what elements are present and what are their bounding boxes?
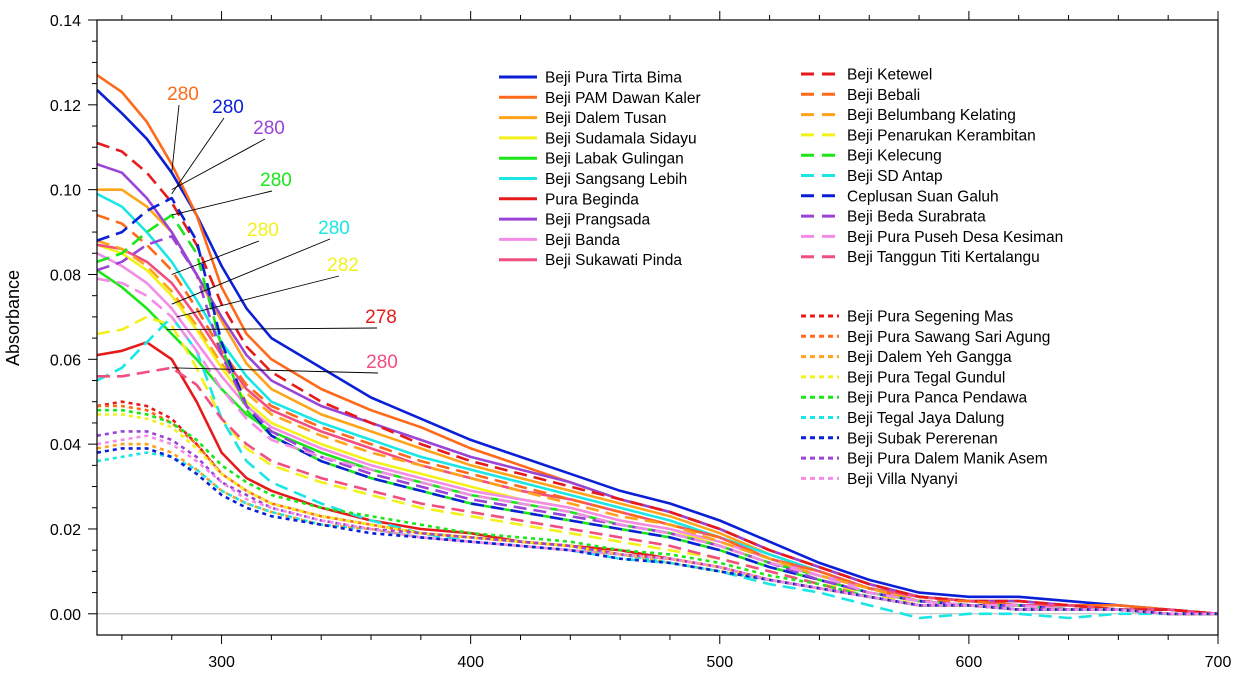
peak-wavelength-label: 278 xyxy=(365,307,397,328)
series-line-12 xyxy=(96,213,1218,616)
legend-label: Beji PAM Dawan Kaler xyxy=(545,90,701,107)
series-line-9 xyxy=(96,252,1218,616)
legend-label: Beji Tegal Jaya Dalung xyxy=(847,410,1004,427)
legend-label: Beji Ketewel xyxy=(847,67,932,84)
annotation-leader-line xyxy=(171,238,331,305)
legend-label: Beji Beda Surabrata xyxy=(847,209,986,226)
peak-wavelength-label: 280 xyxy=(253,118,285,139)
peak-wavelength-label: 280 xyxy=(247,220,279,241)
peak-wavelength-label: 280 xyxy=(318,218,350,239)
annotation-leader-line xyxy=(171,138,266,191)
y-tick-label: 0.10 xyxy=(50,183,81,200)
legend-label: Beji Pura Puseh Desa Kesiman xyxy=(847,229,1063,246)
y-tick-label: 0.04 xyxy=(50,437,81,454)
y-tick-label: 0.14 xyxy=(50,13,81,30)
legend-label: Beji Sudamala Sidayu xyxy=(545,130,697,147)
annotation-leader-line xyxy=(171,240,260,275)
series-line-15 xyxy=(96,213,1218,616)
legend-label: Beji Pura Tegal Gundul xyxy=(847,369,1005,386)
axes-group: 300 400 500 600 700 0.00 0.02 0.04 0.06 0.08 0.10 0… xyxy=(50,11,1232,671)
legend-label: Pura Beginda xyxy=(545,191,639,208)
legend-label: Beji Banda xyxy=(545,232,620,249)
series-line-16 xyxy=(96,315,1218,620)
legend-label: Beji Pura Sawang Sari Agung xyxy=(847,329,1050,346)
peak-wavelength-label: 280 xyxy=(212,97,244,118)
series-line-24 xyxy=(97,413,1218,616)
y-tick-label: 0.02 xyxy=(50,522,81,539)
annotation-leader-line xyxy=(171,190,273,216)
legend-label: Beji Dalem Yeh Gangga xyxy=(847,349,1012,366)
y-axis-title: Absorbance xyxy=(3,270,23,366)
peak-wavelength-label: 280 xyxy=(167,84,199,105)
annotation-leader-line xyxy=(171,117,225,195)
legend-label: Beji Dalem Tusan xyxy=(545,110,666,127)
legend-label: Beji Belumbang Kelating xyxy=(847,107,1016,124)
series-line-18 xyxy=(96,235,1218,616)
legend-label: Beji Tanggun Titi Kertalangu xyxy=(847,249,1040,266)
x-tick-label: 700 xyxy=(1205,654,1232,671)
series-line-19 xyxy=(96,277,1218,616)
y-tick-label: 0.00 xyxy=(50,607,81,624)
y-tick-label: 0.06 xyxy=(50,352,81,369)
legend-label: Beji Pura Tirta Bima xyxy=(545,70,682,87)
x-tick-label: 600 xyxy=(956,654,983,671)
series-line-29 xyxy=(96,434,1218,616)
legend-label: Beji Subak Pererenan xyxy=(847,430,998,447)
legend-label: Beji Bebali xyxy=(847,87,920,104)
legend-label: Beji Pura Dalem Manik Asem xyxy=(847,451,1048,468)
peak-wavelength-label: 282 xyxy=(327,255,359,276)
series-line-11 xyxy=(96,141,1219,616)
x-tick-label: 400 xyxy=(457,654,484,671)
annotation-leader-line xyxy=(176,275,340,318)
series-line-1 xyxy=(96,89,1219,616)
legend-label: Beji Sukawati Pinda xyxy=(545,252,682,269)
y-tick-label: 0.12 xyxy=(50,98,81,115)
legend-label: Beji Penarukan Kerambitan xyxy=(847,127,1036,144)
series-line-23 xyxy=(96,442,1218,616)
peak-wavelength-label: 280 xyxy=(366,352,398,373)
legend-label: Beji Sangsang Lebih xyxy=(545,171,687,188)
annotation-leaders-group: 280 280 280 280 280 280 282 278 280 xyxy=(166,84,398,374)
legend-label: Beji Kelecung xyxy=(847,148,942,165)
y-tick-label: 0.08 xyxy=(50,267,81,284)
plot-frame xyxy=(96,19,1219,636)
annotation-leader-line xyxy=(171,104,180,173)
legend-label: Beji SD Antap xyxy=(847,168,943,185)
peak-wavelength-label: 280 xyxy=(260,170,292,191)
legend-label: Beji Pura Segening Mas xyxy=(847,309,1014,326)
series-line-14 xyxy=(96,315,1218,616)
legend-label: Beji Labak Gulingan xyxy=(545,151,684,168)
x-tick-label: 500 xyxy=(706,654,733,671)
legend-label: Beji Villa Nyanyi xyxy=(847,471,958,488)
legend-group: Beji Pura Tirta Bima Beji PAM Dawan Kaler… xyxy=(499,67,1063,488)
annotation-leader-line xyxy=(171,367,379,374)
annotation-leader-line xyxy=(166,327,378,331)
legend-label: Beji Pura Panca Pendawa xyxy=(847,390,1027,407)
series-line-28 xyxy=(96,430,1218,616)
legend-label: Beji Prangsada xyxy=(545,212,651,229)
x-tick-label: 300 xyxy=(208,654,235,671)
legend-label: Ceplusan Suan Galuh xyxy=(847,188,999,205)
